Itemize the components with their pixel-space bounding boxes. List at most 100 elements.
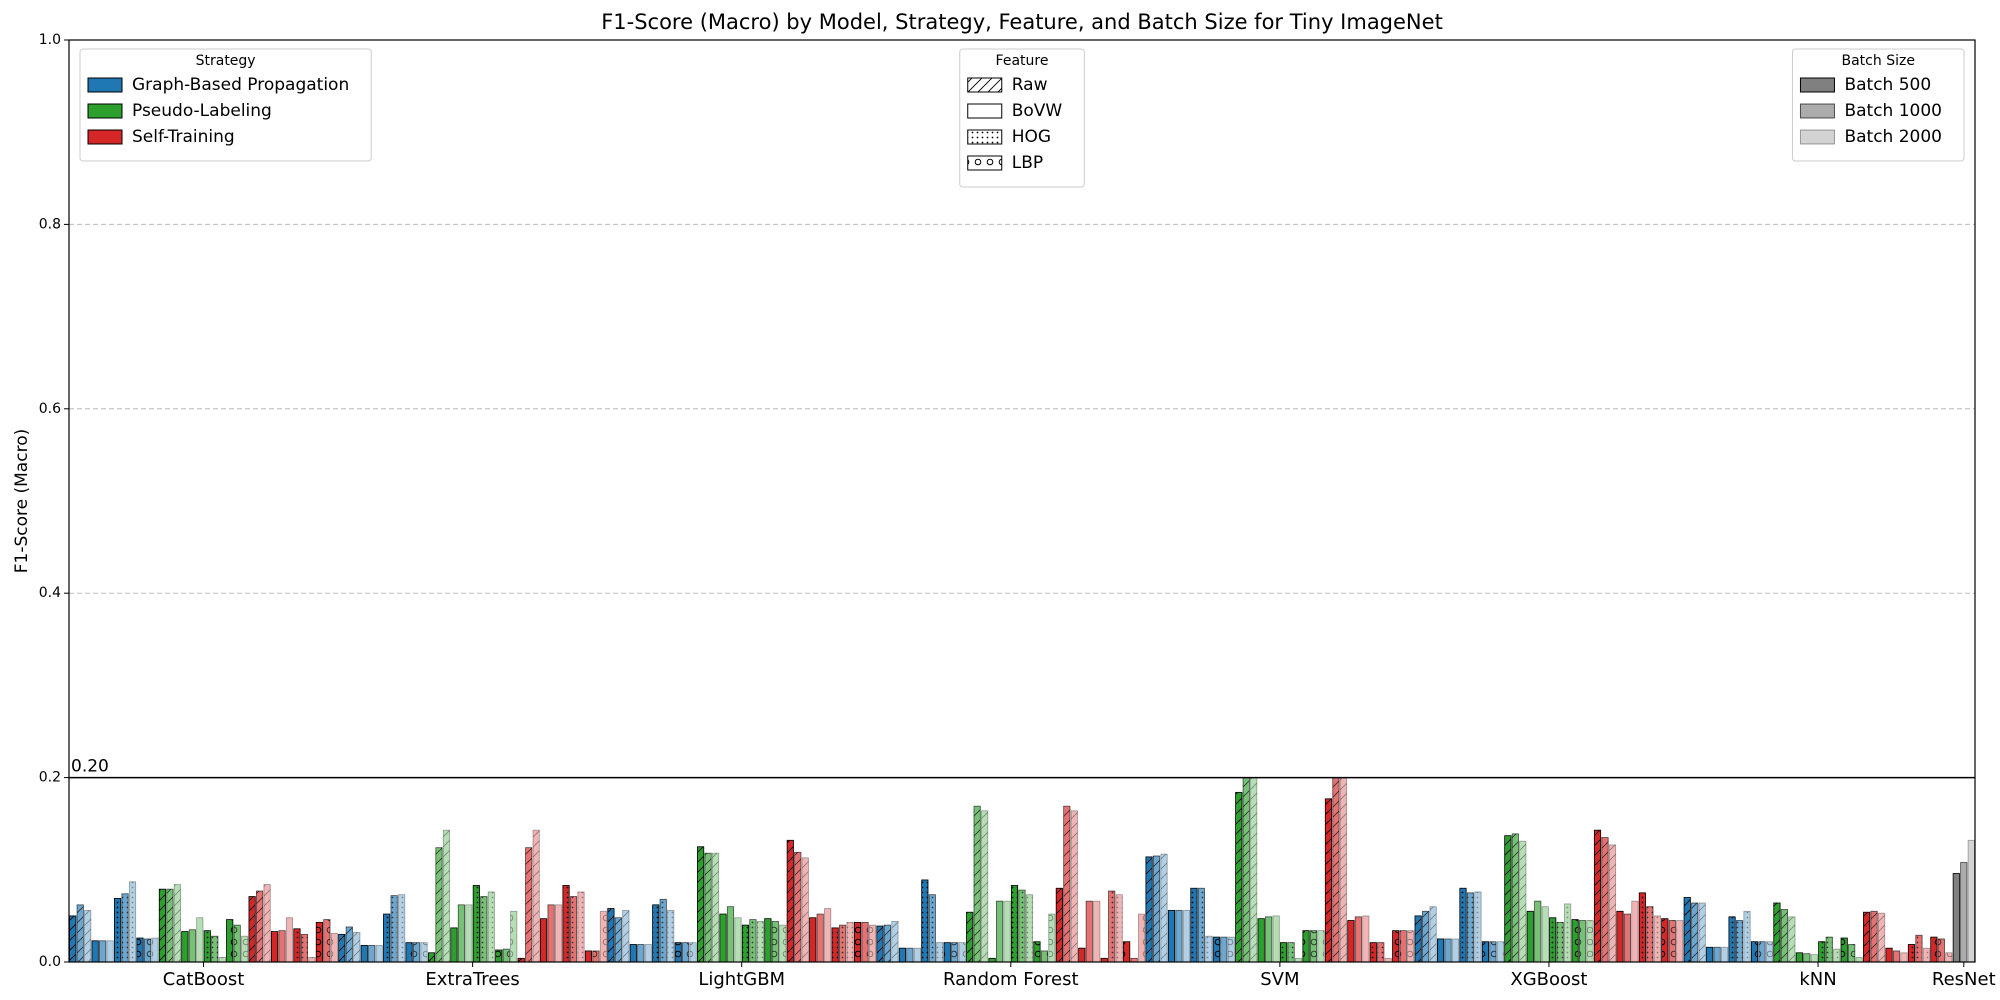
- bar: [375, 945, 383, 963]
- bar-hatch: [1429, 906, 1437, 962]
- bar: [1795, 952, 1803, 963]
- bar-hatch: [921, 879, 929, 962]
- bar-hatch: [854, 922, 861, 962]
- bar-hatch: [1938, 938, 1945, 962]
- bar-hatch: [1728, 916, 1736, 962]
- bar-hatch: [1930, 937, 1938, 962]
- bar: [547, 904, 555, 963]
- legend-swatch: [967, 103, 1003, 119]
- bar-hatch: [682, 942, 689, 962]
- bar: [1885, 947, 1893, 963]
- bar: [1616, 910, 1624, 963]
- bar-hatch: [1691, 902, 1698, 962]
- bar-hatch: [1915, 935, 1923, 962]
- bar: [270, 931, 279, 963]
- bar-hatch: [1220, 937, 1227, 962]
- y-tick-label: 0.4: [39, 585, 61, 601]
- bar-hatch: [667, 910, 674, 962]
- y-tick-label: 0.6: [39, 401, 61, 417]
- legend-label: LBP: [1012, 153, 1043, 173]
- bar-hatch: [1467, 892, 1474, 962]
- legend-title: Batch Size: [1842, 53, 1915, 69]
- y-tick-label: 0.0: [39, 954, 61, 970]
- bar: [1810, 954, 1818, 963]
- legend-label: Pseudo-Labeling: [132, 101, 272, 121]
- bar: [465, 904, 473, 963]
- bar-hatch: [1123, 941, 1130, 962]
- bar-hatch: [1392, 930, 1399, 962]
- bar-hatch: [1736, 920, 1743, 962]
- bar-hatch: [802, 857, 809, 962]
- bar: [1085, 900, 1093, 963]
- bar: [99, 940, 107, 963]
- bar: [898, 947, 906, 963]
- bar-hatch: [1459, 888, 1467, 962]
- bar: [540, 918, 548, 963]
- bar-hatch: [831, 927, 839, 962]
- legend-box: [1791, 48, 1965, 162]
- bar-hatch: [1287, 942, 1295, 962]
- bar-hatch: [1243, 777, 1250, 962]
- bar: [188, 929, 196, 963]
- bar-hatch: [1549, 917, 1556, 962]
- legend-hatch: [967, 78, 1002, 92]
- bar: [1167, 909, 1176, 963]
- bar-hatch: [308, 957, 316, 962]
- bar: [629, 944, 637, 963]
- bar-hatch: [1661, 918, 1668, 962]
- legend-label: Batch 1000: [1844, 101, 1942, 121]
- bar-hatch: [1751, 941, 1758, 962]
- bar-hatch: [1504, 835, 1512, 962]
- bar-hatch: [204, 930, 211, 962]
- plot-frame: [68, 39, 1976, 963]
- bar-hatch: [1863, 912, 1870, 962]
- bar-hatch: [1145, 856, 1153, 962]
- bar-hatch: [114, 898, 121, 962]
- bar-hatch: [1385, 958, 1392, 962]
- bar-hatch: [241, 936, 248, 962]
- bar: [368, 945, 376, 963]
- bar: [1354, 916, 1362, 963]
- bar: [1436, 938, 1445, 963]
- legend: Strategy Graph-Based Propagation Pseudo-La…: [79, 48, 372, 162]
- bar-hatch: [757, 921, 764, 962]
- bar: [278, 930, 286, 963]
- bar-hatch: [1071, 810, 1078, 962]
- bar-hatch: [1609, 844, 1616, 962]
- bar-hatch: [600, 911, 607, 962]
- bar-hatch: [944, 942, 951, 962]
- x-tick-label: kNN: [1799, 969, 1836, 990]
- legend-swatch: [87, 77, 123, 93]
- bar-hatch: [1422, 911, 1429, 962]
- bar-hatch: [1855, 957, 1863, 962]
- bar-hatch: [1482, 941, 1489, 962]
- bar-hatch: [233, 925, 241, 962]
- bar-hatch: [84, 910, 91, 962]
- bar-hatch: [510, 911, 517, 962]
- bar: [1713, 946, 1721, 963]
- bar-hatch: [846, 922, 854, 962]
- y-axis-label: F1-Score (Macro): [12, 429, 32, 573]
- legend-title: Feature: [996, 53, 1049, 69]
- bar-hatch: [1205, 936, 1213, 962]
- bar-hatch: [652, 904, 659, 962]
- bar-hatch: [1512, 833, 1519, 962]
- bar-hatch: [151, 938, 159, 962]
- bar-hatch: [1870, 911, 1878, 962]
- bar-hatch: [480, 896, 488, 962]
- bar: [1534, 900, 1542, 963]
- bar-hatch: [301, 934, 308, 962]
- y-tick-label: 0.8: [39, 216, 61, 232]
- bar-hatch: [331, 933, 338, 962]
- bar-hatch: [1228, 937, 1235, 962]
- bar-hatch: [383, 914, 390, 962]
- bar-hatch: [405, 942, 413, 962]
- bar-hatch: [1370, 942, 1377, 962]
- bar-hatch: [951, 942, 958, 962]
- bar-hatch: [219, 957, 226, 962]
- bar-hatch: [1377, 942, 1384, 962]
- bar-hatch: [1669, 920, 1676, 962]
- legend-label: Self-Training: [132, 127, 235, 147]
- bar: [719, 913, 727, 963]
